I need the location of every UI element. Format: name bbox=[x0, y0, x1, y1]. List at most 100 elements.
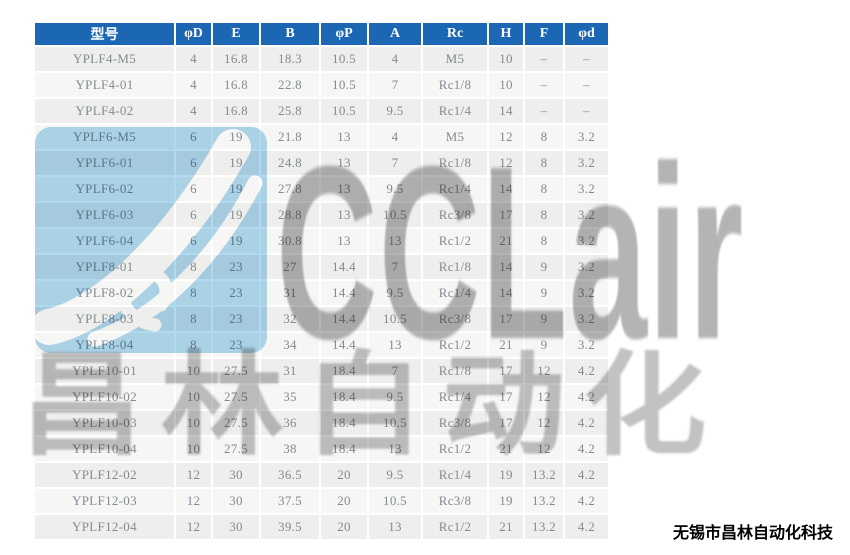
value-cell: 14 bbox=[488, 280, 525, 307]
value-cell: 27.8 bbox=[260, 176, 321, 203]
value-cell: 31 bbox=[260, 280, 321, 307]
value-cell: 20 bbox=[320, 514, 369, 541]
value-cell: 10.5 bbox=[320, 98, 369, 125]
value-cell: 25.8 bbox=[260, 98, 321, 125]
value-cell: 12 bbox=[524, 358, 565, 385]
value-cell: 18.4 bbox=[320, 410, 369, 437]
value-cell: 17 bbox=[488, 410, 525, 437]
value-cell: 19 bbox=[488, 488, 525, 515]
column-header: Rc bbox=[422, 23, 489, 47]
value-cell: 27 bbox=[260, 254, 321, 281]
column-header: φd bbox=[564, 23, 608, 47]
value-cell: Rc1/2 bbox=[422, 514, 489, 541]
value-cell: 10 bbox=[175, 436, 213, 463]
value-cell: 14.4 bbox=[320, 332, 369, 359]
value-cell: 19 bbox=[212, 176, 261, 203]
column-header: E bbox=[212, 23, 261, 47]
value-cell: 18.4 bbox=[320, 384, 369, 411]
value-cell: 14 bbox=[488, 176, 525, 203]
value-cell: 8 bbox=[175, 280, 213, 307]
column-header: H bbox=[488, 23, 525, 47]
value-cell: Rc1/8 bbox=[422, 150, 489, 177]
value-cell: 36 bbox=[260, 410, 321, 437]
value-cell: 16.8 bbox=[212, 72, 261, 99]
value-cell: 9 bbox=[524, 306, 565, 333]
value-cell: 6 bbox=[175, 124, 213, 151]
value-cell: 18.4 bbox=[320, 436, 369, 463]
table-row: YPLF12-03 12 30 37.5 20 10.5 Rc3/8 19 13.2 4.2 bbox=[35, 488, 608, 515]
value-cell: 21.8 bbox=[260, 124, 321, 151]
value-cell: 14.4 bbox=[320, 254, 369, 281]
column-header: 型号 bbox=[35, 23, 176, 47]
value-cell: 13.2 bbox=[524, 488, 565, 515]
column-header: B bbox=[260, 23, 321, 47]
table-row: YPLF6-01 6 19 24.8 13 7 Rc1/8 12 8 3.2 bbox=[35, 150, 608, 177]
value-cell: 6 bbox=[175, 150, 213, 177]
value-cell: 9.5 bbox=[368, 176, 423, 203]
value-cell: 6 bbox=[175, 176, 213, 203]
value-cell: – bbox=[524, 98, 565, 125]
value-cell: 12 bbox=[175, 514, 213, 541]
value-cell: 13 bbox=[320, 228, 369, 255]
value-cell: Rc1/8 bbox=[422, 254, 489, 281]
value-cell: 10 bbox=[175, 410, 213, 437]
value-cell: 4 bbox=[175, 72, 213, 99]
value-cell: 8 bbox=[175, 332, 213, 359]
value-cell: 18.4 bbox=[320, 358, 369, 385]
value-cell: Rc1/2 bbox=[422, 436, 489, 463]
table-row: YPLF8-01 8 23 27 14.4 7 Rc1/8 14 9 3.2 bbox=[35, 254, 608, 281]
value-cell: 19 bbox=[212, 228, 261, 255]
value-cell: 8 bbox=[524, 176, 565, 203]
value-cell: 13 bbox=[320, 124, 369, 151]
value-cell: 21 bbox=[488, 436, 525, 463]
value-cell: 3.2 bbox=[564, 150, 608, 177]
value-cell: 4.2 bbox=[564, 488, 608, 515]
column-header: φD bbox=[175, 23, 213, 47]
value-cell: 4 bbox=[175, 46, 213, 73]
value-cell: 10.5 bbox=[368, 306, 423, 333]
value-cell: 3.2 bbox=[564, 254, 608, 281]
value-cell: 35 bbox=[260, 384, 321, 411]
value-cell: 17 bbox=[488, 358, 525, 385]
column-header: A bbox=[368, 23, 423, 47]
value-cell: 27.5 bbox=[212, 436, 261, 463]
value-cell: Rc1/2 bbox=[422, 228, 489, 255]
value-cell: 8 bbox=[175, 306, 213, 333]
value-cell: 27.5 bbox=[212, 410, 261, 437]
value-cell: 10 bbox=[175, 384, 213, 411]
value-cell: 13 bbox=[368, 514, 423, 541]
value-cell: 4 bbox=[368, 46, 423, 73]
value-cell: 10.5 bbox=[320, 46, 369, 73]
value-cell: 21 bbox=[488, 228, 525, 255]
value-cell: 36.5 bbox=[260, 462, 321, 489]
value-cell: Rc3/8 bbox=[422, 410, 489, 437]
value-cell: 18.3 bbox=[260, 46, 321, 73]
value-cell: Rc1/8 bbox=[422, 72, 489, 99]
value-cell: Rc1/4 bbox=[422, 384, 489, 411]
value-cell: 14 bbox=[488, 254, 525, 281]
value-cell: Rc3/8 bbox=[422, 488, 489, 515]
value-cell: – bbox=[564, 46, 608, 73]
value-cell: 9.5 bbox=[368, 280, 423, 307]
model-cell: YPLF8-01 bbox=[35, 254, 176, 281]
value-cell: 13.2 bbox=[524, 514, 565, 541]
value-cell: 12 bbox=[524, 410, 565, 437]
value-cell: 16.8 bbox=[212, 98, 261, 125]
value-cell: 10 bbox=[488, 72, 525, 99]
value-cell: 39.5 bbox=[260, 514, 321, 541]
table-row: YPLF8-04 8 23 34 14.4 13 Rc1/2 21 9 3.2 bbox=[35, 332, 608, 359]
value-cell: 23 bbox=[212, 332, 261, 359]
model-cell: YPLF6-04 bbox=[35, 228, 176, 255]
value-cell: 7 bbox=[368, 72, 423, 99]
value-cell: 9.5 bbox=[368, 462, 423, 489]
value-cell: 38 bbox=[260, 436, 321, 463]
value-cell: 3.2 bbox=[564, 306, 608, 333]
value-cell: 12 bbox=[175, 462, 213, 489]
value-cell: 19 bbox=[212, 124, 261, 151]
value-cell: 9 bbox=[524, 332, 565, 359]
value-cell: 3.2 bbox=[564, 280, 608, 307]
value-cell: 7 bbox=[368, 358, 423, 385]
value-cell: 14 bbox=[488, 98, 525, 125]
